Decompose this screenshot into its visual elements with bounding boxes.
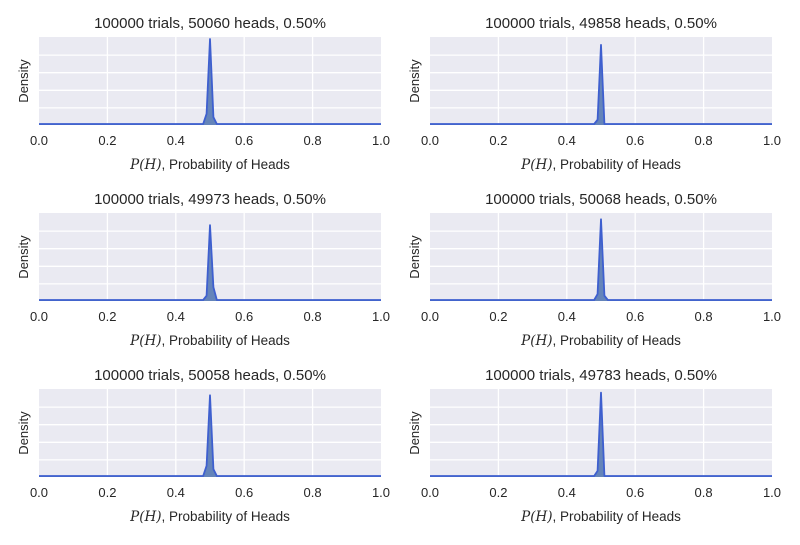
x-tick-label: 1.0 [763,485,781,500]
x-tick-label: 0.0 [421,309,439,324]
x-tick-label: 1.0 [372,133,390,148]
density-area [430,219,772,301]
x-tick-label: 0.8 [695,485,713,500]
density-line [39,38,381,125]
x-tick-label: 0.4 [558,485,576,500]
x-axis-label-text: , Probability of Heads [553,157,682,172]
subplot-6: 100000 trials, 49783 heads, 0.50% 0.0 0.2 0… [407,367,781,525]
x-tick-label: 1.0 [372,485,390,500]
x-axis-label-text: , Probability of Heads [162,157,291,172]
x-axis-label-math: P(H) [520,509,552,525]
x-tick-label: 0.2 [98,485,116,500]
x-axis-label-math: P(H) [129,157,161,173]
x-tick-label: 0.6 [626,309,644,324]
x-tick-label: 0.6 [235,309,253,324]
subplot-title: 100000 trials, 49858 heads, 0.50% [485,15,717,32]
y-axis-label: Density [407,235,422,279]
x-axis-label-text: , Probability of Heads [162,509,291,524]
density-line [430,44,772,125]
x-axis-label: P(H), Probability of Heads [129,509,290,525]
x-tick-label: 0.6 [626,133,644,148]
x-tick-label: 0.8 [304,309,322,324]
subplot-title: 100000 trials, 50068 heads, 0.50% [485,191,717,208]
x-tick-label: 0.0 [30,133,48,148]
subplot-2: 100000 trials, 49858 heads, 0.50% 0.0 0.2 0… [407,15,781,173]
x-tick-label: 0.4 [558,133,576,148]
x-tick-label: 1.0 [763,309,781,324]
x-tick-label: 0.4 [167,133,185,148]
x-tick-label: 0.2 [98,309,116,324]
x-tick-label: 0.0 [421,485,439,500]
x-axis-label: P(H), Probability of Heads [520,157,681,173]
x-axis-label-math: P(H) [129,333,161,349]
density-line [39,224,381,301]
x-tick-label: 1.0 [763,133,781,148]
density-area [430,392,772,477]
x-tick-label: 0.4 [167,485,185,500]
x-axis-label: P(H), Probability of Heads [129,157,290,173]
subplot-1: 100000 trials, 50060 heads, 0.50% 0.0 0.2 0… [16,15,390,173]
subplot-title: 100000 trials, 49973 heads, 0.50% [94,191,326,208]
subplot-4: 100000 trials, 50068 heads, 0.50% 0.0 0.2 0… [407,191,781,349]
x-tick-label: 0.6 [235,485,253,500]
density-area [39,39,381,125]
x-axis-label-text: , Probability of Heads [162,333,291,348]
x-axis-label-math: P(H) [520,157,552,173]
density-area [39,395,381,477]
x-tick-label: 0.2 [489,133,507,148]
x-axis-label-math: P(H) [129,509,161,525]
subplot-3: 100000 trials, 49973 heads, 0.50% 0.0 0.2 0… [16,191,390,349]
x-tick-label: 0.6 [626,485,644,500]
subplot-title: 100000 trials, 49783 heads, 0.50% [485,367,717,384]
x-axis-label: P(H), Probability of Heads [520,509,681,525]
x-axis-label-text: , Probability of Heads [553,509,682,524]
density-line [430,391,772,477]
y-axis-label: Density [16,59,31,103]
y-axis-label: Density [16,235,31,279]
x-tick-label: 0.8 [695,133,713,148]
x-tick-label: 0.6 [235,133,253,148]
x-tick-label: 0.8 [304,133,322,148]
x-axis-label: P(H), Probability of Heads [520,333,681,349]
x-tick-label: 0.2 [98,133,116,148]
y-axis-label: Density [407,411,422,455]
x-axis-label: P(H), Probability of Heads [129,333,290,349]
x-axis-label-text: , Probability of Heads [553,333,682,348]
x-tick-label: 0.0 [30,485,48,500]
x-tick-label: 0.0 [30,309,48,324]
density-line [39,394,381,477]
subplot-title: 100000 trials, 50058 heads, 0.50% [94,367,326,384]
x-tick-label: 0.4 [167,309,185,324]
density-area [39,225,381,301]
subplot-5: 100000 trials, 50058 heads, 0.50% 0.0 0.2 0… [16,367,390,525]
density-line [430,218,772,301]
x-tick-label: 0.8 [304,485,322,500]
x-tick-label: 0.8 [695,309,713,324]
x-tick-label: 0.2 [489,485,507,500]
x-tick-label: 0.0 [421,133,439,148]
x-tick-label: 0.4 [558,309,576,324]
x-tick-label: 0.2 [489,309,507,324]
x-tick-label: 1.0 [372,309,390,324]
y-axis-label: Density [407,59,422,103]
x-axis-label-math: P(H) [520,333,552,349]
subplot-title: 100000 trials, 50060 heads, 0.50% [94,15,326,32]
density-area [430,44,772,126]
y-axis-label: Density [16,411,31,455]
